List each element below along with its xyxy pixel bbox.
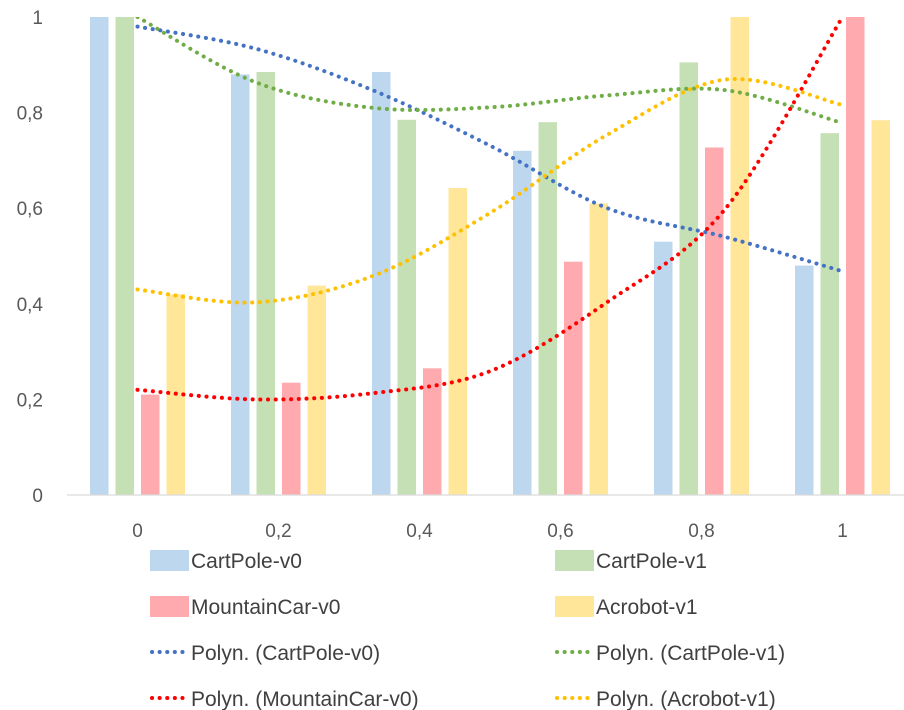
y-tick-label: 0,2	[17, 390, 43, 411]
bar-mountaincar-v0-0	[141, 394, 160, 495]
legend-label: Polyn. (Acrobot-v1)	[596, 688, 776, 710]
legend-item-polyn-acrobot-v1: Polyn. (Acrobot-v1)	[555, 688, 776, 710]
x-tick-label: 1	[837, 521, 848, 542]
bar-cartpole-v1-2	[397, 119, 416, 495]
legend-label: Polyn. (CartPole-v0)	[191, 642, 380, 665]
trendline-polyn-mountaincar-v0	[135, 17, 845, 402]
legend-label: Polyn. (CartPole-v1)	[596, 642, 785, 665]
legend-swatch	[150, 550, 189, 571]
bar-mountaincar-v0-5	[846, 17, 865, 495]
bar-cartpole-v0-2	[372, 72, 391, 495]
legend-item-polyn-mountaincar-v0: Polyn. (MountainCar-v0)	[150, 688, 419, 710]
bar-cartpole-v1-3	[538, 122, 557, 495]
y-tick-label: 0,8	[17, 104, 43, 125]
bar-layer	[90, 17, 890, 495]
legend-swatch	[555, 596, 594, 617]
axes-layer: 0 0,2 0,4 0,6 0,8 1 0 0,2 0,4 0,6 0,8 1	[17, 8, 904, 542]
x-tick-label: 0,2	[265, 521, 291, 542]
bar-mountaincar-v0-2	[423, 368, 442, 495]
bar-cartpole-v0-3	[513, 150, 532, 495]
bar-acrobot-v1-4	[730, 17, 749, 495]
y-tick-label: 0,6	[17, 199, 43, 220]
bar-cartpole-v0-1	[231, 74, 250, 495]
bar-cartpole-v0-4	[654, 241, 673, 495]
legend-item-acrobot-v1: Acrobot-v1	[555, 596, 698, 619]
bar-acrobot-v1-1	[307, 285, 326, 495]
legend-label: Acrobot-v1	[596, 596, 698, 619]
legend-label: Polyn. (MountainCar-v0)	[191, 688, 419, 710]
bar-acrobot-v1-3	[589, 203, 608, 495]
y-tick-label: 1	[32, 8, 43, 29]
legend-label: CartPole-v0	[191, 550, 302, 573]
legend: CartPole-v0 CartPole-v1 MountainCar-v0 Acro…	[150, 550, 785, 710]
bar-mountaincar-v0-3	[564, 261, 583, 495]
bar-cartpole-v0-5	[795, 265, 814, 495]
y-tick-label: 0,4	[17, 295, 44, 316]
bar-cartpole-v1-5	[820, 133, 839, 495]
x-tick-label: 0,4	[406, 521, 433, 542]
y-tick-label: 0	[32, 486, 43, 507]
trendline-polyn-cartpole-v1	[135, 17, 845, 126]
bar-cartpole-v0-0	[90, 17, 109, 495]
x-tick-label: 0	[132, 521, 143, 542]
legend-item-polyn-cartpole-v0: Polyn. (CartPole-v0)	[150, 642, 380, 665]
bar-cartpole-v1-4	[679, 62, 698, 495]
legend-swatch	[555, 550, 594, 571]
legend-item-cartpole-v1: CartPole-v1	[555, 550, 707, 573]
bar-mountaincar-v0-4	[705, 147, 724, 495]
bar-acrobot-v1-2	[448, 188, 467, 495]
legend-item-cartpole-v0: CartPole-v0	[150, 550, 302, 573]
x-tick-label: 0,6	[547, 521, 573, 542]
legend-swatch	[150, 596, 189, 617]
bar-cartpole-v1-1	[256, 72, 275, 495]
bar-cartpole-v1-0	[115, 17, 134, 495]
legend-item-mountaincar-v0: MountainCar-v0	[150, 596, 340, 619]
bar-mountaincar-v0-1	[282, 382, 301, 495]
trendline-layer	[135, 17, 845, 402]
x-tick-label: 0,8	[688, 521, 714, 542]
legend-label: MountainCar-v0	[191, 596, 340, 619]
legend-label: CartPole-v1	[596, 550, 707, 573]
bar-acrobot-v1-5	[871, 120, 890, 495]
legend-item-polyn-cartpole-v1: Polyn. (CartPole-v1)	[555, 642, 785, 665]
